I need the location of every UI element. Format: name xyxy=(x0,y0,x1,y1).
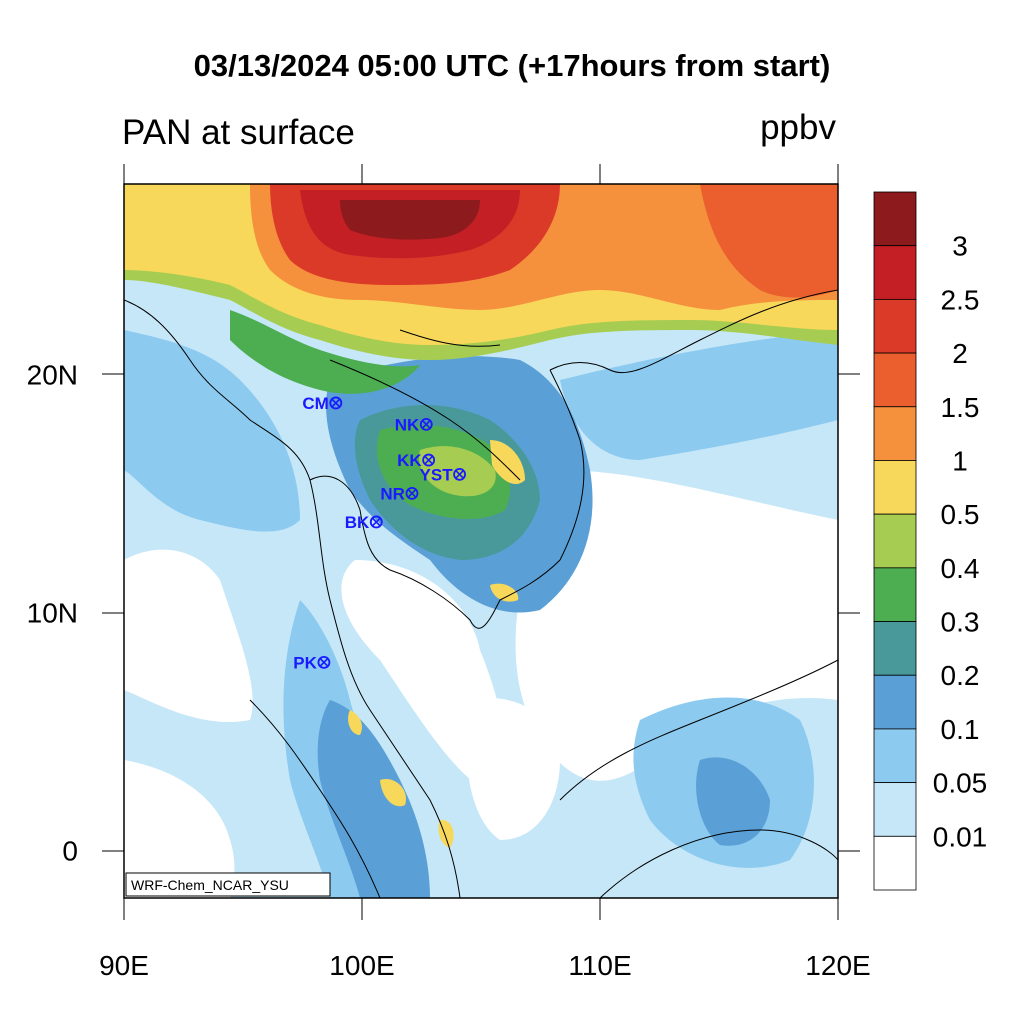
station-nk: NK xyxy=(395,415,433,434)
watermark-label: WRF-Chem_NCAR_YSU xyxy=(131,877,289,893)
lat-label-0: 20N xyxy=(27,359,78,390)
station-kk: KK xyxy=(397,451,436,470)
station-nr: NR xyxy=(380,484,419,503)
colorbar-box xyxy=(873,460,917,515)
station-label: BK xyxy=(345,513,370,532)
colorbar-box xyxy=(873,352,917,408)
lon-label-2: 110E xyxy=(568,950,631,981)
colorbar-label: 2 xyxy=(952,338,968,369)
latitude-labels: 20N 10N 0 xyxy=(27,359,78,866)
colorbar-box xyxy=(873,835,917,891)
lat-label-2: 0 xyxy=(62,835,78,866)
map-frame xyxy=(123,183,839,899)
colorbar-box xyxy=(873,674,917,730)
colorbar: 3 2.5 2 1.5 1 0.5 0.4 0.3 0.2 0.1 0.05 0.01 xyxy=(873,191,988,891)
colorbar-label: 0.3 xyxy=(941,607,980,638)
colorbar-box xyxy=(873,621,917,676)
station-cm: CM xyxy=(302,394,343,413)
lon-label-1: 100E xyxy=(329,950,394,981)
map-title: 03/13/2024 05:00 UTC (+17hours from star… xyxy=(193,48,831,83)
colorbar-box xyxy=(873,782,917,837)
station-yst: YST xyxy=(420,465,466,484)
colorbar-box xyxy=(873,191,917,247)
lon-label-0: 90E xyxy=(99,950,149,981)
station-marker-icon xyxy=(405,486,419,500)
station-label: YST xyxy=(420,465,454,484)
station-pk: PK xyxy=(293,653,331,672)
station-label: PK xyxy=(293,653,317,672)
colorbar-label: 0.4 xyxy=(941,553,980,584)
colorbar-label: 2.5 xyxy=(941,284,980,315)
coastlines xyxy=(124,289,838,898)
station-label: NR xyxy=(380,484,405,503)
lon-label-3: 120E xyxy=(805,950,870,981)
colorbar-label: 0.05 xyxy=(933,768,988,799)
station-label: CM xyxy=(302,394,328,413)
watermark-box xyxy=(125,872,331,897)
colorbar-label: 3 xyxy=(952,231,968,262)
station-marker-icon xyxy=(369,515,383,529)
station-marker-icon xyxy=(419,417,433,431)
colorbar-box xyxy=(873,298,917,354)
variable-label: PAN at surface xyxy=(122,113,355,152)
station-marker-icon xyxy=(329,396,343,410)
station-label: KK xyxy=(397,451,422,470)
colorbar-box xyxy=(873,567,917,622)
colorbar-label: 0.5 xyxy=(941,499,980,530)
colorbar-label: 0.01 xyxy=(933,821,988,852)
colorbar-box xyxy=(873,406,917,461)
colorbar-box xyxy=(873,245,917,300)
colorbar-label: 1 xyxy=(952,445,968,476)
station-marker-icon xyxy=(453,467,466,481)
lat-label-1: 10N xyxy=(27,597,78,628)
station-bk: BK xyxy=(345,513,383,532)
station-marker-icon xyxy=(317,655,331,669)
station-marker-icon xyxy=(422,453,436,467)
longitude-labels: 90E 100E 110E 120E xyxy=(99,950,871,981)
concentration-field xyxy=(124,184,838,898)
units-label: ppbv xyxy=(760,108,836,147)
colorbar-label: 0.1 xyxy=(941,714,980,745)
tick-marks xyxy=(102,164,860,920)
colorbar-box xyxy=(873,728,917,784)
colorbar-box xyxy=(873,513,917,569)
station-label: NK xyxy=(395,415,420,434)
colorbar-label: 0.2 xyxy=(941,660,980,691)
colorbar-label: 1.5 xyxy=(941,392,980,423)
